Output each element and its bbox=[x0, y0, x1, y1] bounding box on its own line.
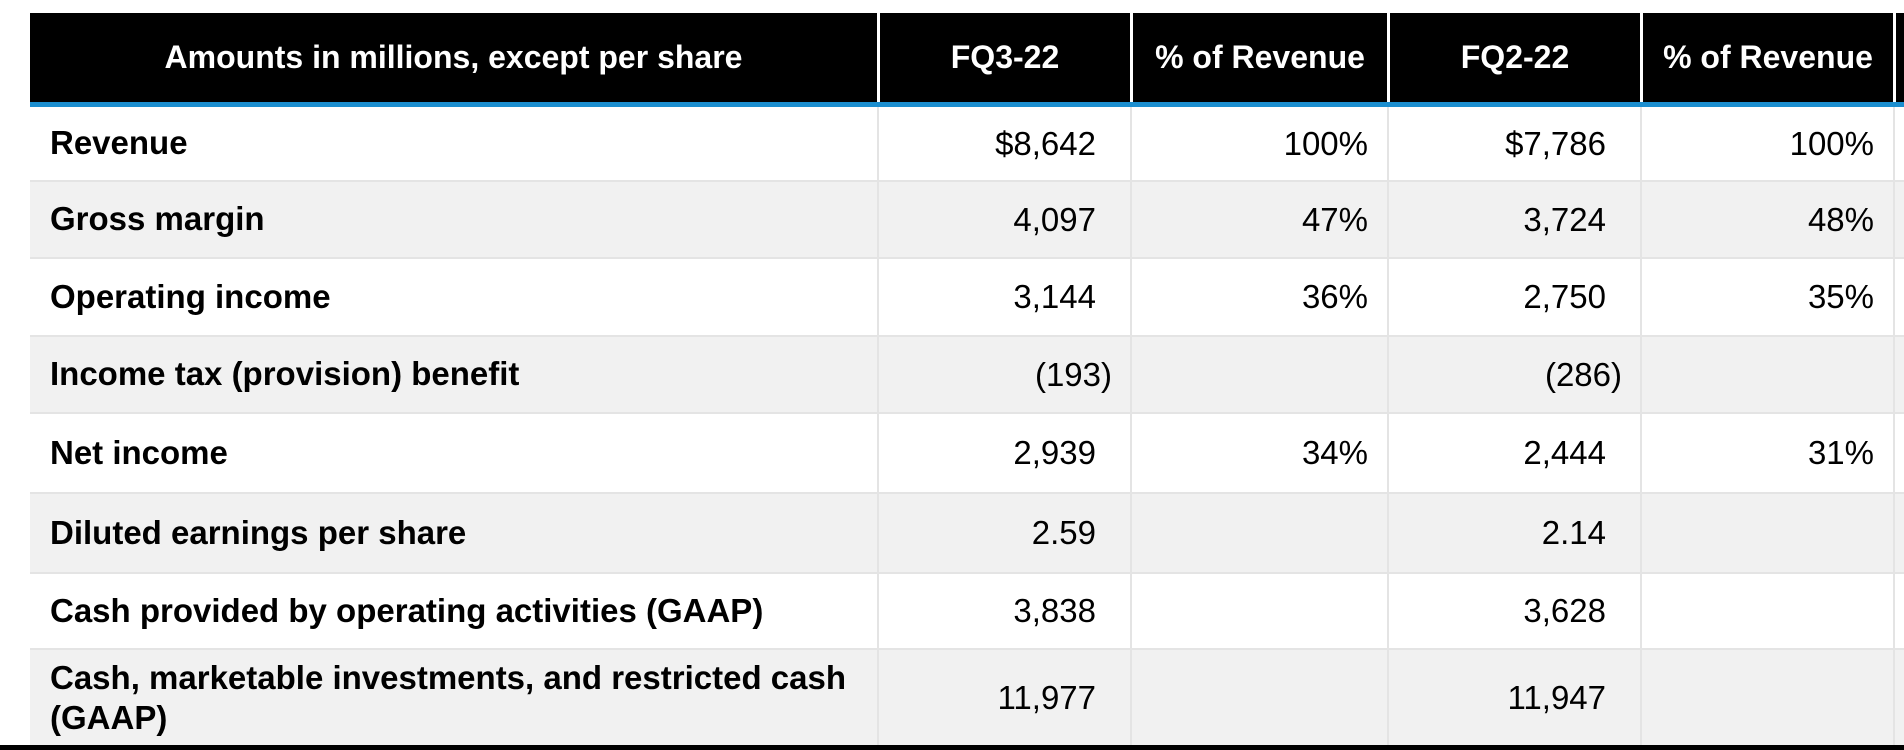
header-cell-cutoff bbox=[1893, 13, 1904, 102]
value-fq3: 2,939 bbox=[877, 414, 1130, 492]
table-row-cash-investments: Cash, marketable investments, and restri… bbox=[30, 648, 1904, 746]
value-fq3: 11,977 bbox=[877, 650, 1130, 746]
value-fq2: 2,444 bbox=[1387, 414, 1640, 492]
pct-fq3 bbox=[1130, 574, 1387, 648]
value-fq2: 3,724 bbox=[1387, 182, 1640, 257]
table-row-diluted-eps: Diluted earnings per share 2.59 2.14 bbox=[30, 492, 1904, 572]
table-row-operating-income: Operating income 3,144 36% 2,750 35% bbox=[30, 257, 1904, 335]
pct-fq3 bbox=[1130, 650, 1387, 746]
pct-fq2: 35% bbox=[1640, 259, 1893, 335]
pct-fq2: 100% bbox=[1640, 107, 1893, 180]
pct-fq2 bbox=[1640, 494, 1893, 572]
pct-fq3 bbox=[1130, 337, 1387, 412]
value-fq3: 2.59 bbox=[877, 494, 1130, 572]
value-fq2: $7,786 bbox=[1387, 107, 1640, 180]
row-label: Operating income bbox=[50, 277, 331, 315]
pct-fq3: 100% bbox=[1130, 107, 1387, 180]
table-row-income-tax: Income tax (provision) benefit (193) (28… bbox=[30, 335, 1904, 412]
pct-fq2 bbox=[1640, 650, 1893, 746]
pct-fq2: 48% bbox=[1640, 182, 1893, 257]
value-fq2: (286) bbox=[1387, 337, 1640, 412]
cutoff-cell bbox=[1893, 107, 1904, 180]
value-fq3: 4,097 bbox=[877, 182, 1130, 257]
financial-results-table: Amounts in millions, except per share FQ… bbox=[30, 13, 1904, 746]
table-row-revenue: Revenue $8,642 100% $7,786 100% bbox=[30, 107, 1904, 180]
cutoff-cell bbox=[1893, 650, 1904, 746]
pct-fq3: 36% bbox=[1130, 259, 1387, 335]
cutoff-cell bbox=[1893, 259, 1904, 335]
cutoff-cell bbox=[1893, 574, 1904, 648]
cutoff-cell bbox=[1893, 494, 1904, 572]
header-cell-pct-revenue-1: % of Revenue bbox=[1130, 13, 1387, 102]
pct-fq3 bbox=[1130, 494, 1387, 572]
table-row-gross-margin: Gross margin 4,097 47% 3,724 48% bbox=[30, 180, 1904, 257]
header-cell-amounts: Amounts in millions, except per share bbox=[164, 38, 743, 75]
value-fq3: 3,144 bbox=[877, 259, 1130, 335]
value-fq2: 2,750 bbox=[1387, 259, 1640, 335]
row-label: Cash provided by operating activities (G… bbox=[50, 591, 764, 629]
row-label: Gross margin bbox=[50, 200, 265, 238]
pct-fq2: 31% bbox=[1640, 414, 1893, 492]
pct-fq2 bbox=[1640, 337, 1893, 412]
row-label: Income tax (provision) benefit bbox=[50, 355, 520, 393]
row-label: Net income bbox=[50, 433, 228, 471]
value-fq2: 11,947 bbox=[1387, 650, 1640, 746]
value-fq2: 2.14 bbox=[1387, 494, 1640, 572]
row-label: Revenue bbox=[50, 124, 188, 162]
accent-divider bbox=[30, 102, 1904, 107]
value-fq3: 3,838 bbox=[877, 574, 1130, 648]
bottom-cutoff-bar bbox=[0, 745, 1904, 750]
row-label: Cash, marketable investments, and restri… bbox=[50, 658, 846, 736]
pct-fq3: 47% bbox=[1130, 182, 1387, 257]
table-row-cash-operating: Cash provided by operating activities (G… bbox=[30, 572, 1904, 648]
cutoff-cell bbox=[1893, 337, 1904, 412]
table-header-row: Amounts in millions, except per share FQ… bbox=[30, 13, 1904, 102]
pct-fq2 bbox=[1640, 574, 1893, 648]
header-cell-fq3-22: FQ3-22 bbox=[877, 13, 1130, 102]
value-fq3: (193) bbox=[877, 337, 1130, 412]
value-fq3: $8,642 bbox=[877, 107, 1130, 180]
header-cell-pct-revenue-2: % of Revenue bbox=[1640, 13, 1893, 102]
cutoff-cell bbox=[1893, 414, 1904, 492]
row-label: Diluted earnings per share bbox=[50, 513, 467, 551]
value-fq2: 3,628 bbox=[1387, 574, 1640, 648]
pct-fq3: 34% bbox=[1130, 414, 1387, 492]
cutoff-cell bbox=[1893, 182, 1904, 257]
header-cell-fq2-22: FQ2-22 bbox=[1387, 13, 1640, 102]
table-row-net-income: Net income 2,939 34% 2,444 31% bbox=[30, 412, 1904, 492]
